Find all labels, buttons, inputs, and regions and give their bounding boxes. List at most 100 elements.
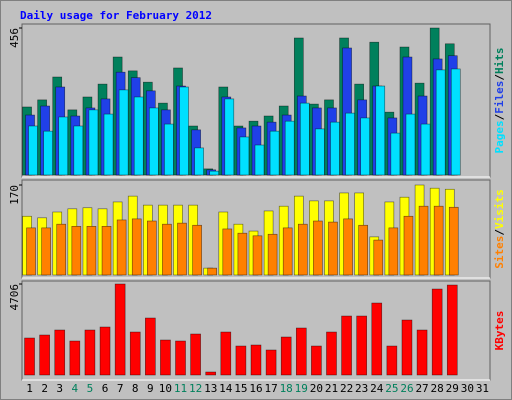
x-tick-label: 6 xyxy=(102,382,109,395)
bar xyxy=(284,120,295,176)
bar xyxy=(371,302,383,376)
bar xyxy=(116,219,127,276)
x-tick-label: 24 xyxy=(370,382,384,395)
legend: Pages/Files/Hits xyxy=(493,48,506,154)
bar xyxy=(222,228,233,276)
bar xyxy=(315,128,325,176)
bar xyxy=(297,223,308,276)
bar xyxy=(224,98,235,176)
legend-separator: / xyxy=(493,74,506,81)
bar xyxy=(358,224,368,276)
bar xyxy=(390,132,401,176)
legend: KBytes xyxy=(493,311,506,351)
bar xyxy=(386,345,398,376)
bar xyxy=(235,345,247,376)
bar xyxy=(28,125,38,176)
bar xyxy=(207,267,218,276)
x-tick-label: 15 xyxy=(234,382,247,395)
bar xyxy=(192,224,202,276)
bar xyxy=(133,96,144,176)
bar xyxy=(295,327,307,376)
x-tick-label: 14 xyxy=(219,382,233,395)
bar xyxy=(164,123,174,176)
bar xyxy=(446,284,458,376)
bar xyxy=(450,68,461,176)
bar xyxy=(388,227,399,276)
bar xyxy=(418,205,429,276)
bar xyxy=(269,130,280,176)
bar xyxy=(360,117,370,176)
x-tick-label: 1 xyxy=(26,382,33,395)
y-tick-label: 170 xyxy=(8,185,21,205)
x-tick-label: 27 xyxy=(415,382,428,395)
bar xyxy=(313,220,323,276)
x-tick-label: 26 xyxy=(400,382,413,395)
y-tick-label: 4706 xyxy=(8,284,21,311)
bar xyxy=(311,345,322,376)
bar xyxy=(252,235,263,276)
bar xyxy=(205,371,217,376)
x-tick-label: 29 xyxy=(446,382,459,395)
bar xyxy=(250,344,262,376)
bar xyxy=(435,69,446,176)
bar xyxy=(280,336,292,376)
bar xyxy=(448,206,459,276)
bar xyxy=(129,331,141,376)
y-tick-label: 456 xyxy=(8,28,21,48)
legend-separator: / xyxy=(493,229,506,236)
bar xyxy=(69,340,81,376)
bar xyxy=(209,170,220,176)
bar xyxy=(114,283,126,376)
x-tick-label: 23 xyxy=(355,382,368,395)
x-tick-label: 11 xyxy=(174,382,187,395)
x-tick-label: 25 xyxy=(385,382,398,395)
bar xyxy=(328,221,338,276)
bar xyxy=(149,107,159,176)
x-tick-label: 3 xyxy=(56,382,63,395)
bar xyxy=(58,116,69,176)
bar xyxy=(88,109,99,176)
bar xyxy=(103,113,114,176)
bar xyxy=(54,329,66,376)
bar xyxy=(416,329,428,376)
bar xyxy=(56,223,67,276)
bar xyxy=(194,147,204,176)
x-tick-label: 8 xyxy=(132,382,139,395)
x-tick-label: 17 xyxy=(264,382,277,395)
legend: Sites/Visits xyxy=(493,189,506,269)
bar xyxy=(86,225,97,276)
bar xyxy=(420,123,431,176)
bar xyxy=(403,215,414,276)
x-tick-label: 5 xyxy=(87,382,94,395)
legend-entry: Pages xyxy=(493,120,506,153)
legend-entry: Hits xyxy=(493,48,506,75)
bar xyxy=(131,218,142,276)
bar xyxy=(326,331,337,376)
bar xyxy=(99,326,111,376)
bar xyxy=(24,337,35,376)
x-tick-label: 31 xyxy=(476,382,489,395)
x-tick-label: 18 xyxy=(280,382,293,395)
legend-separator: / xyxy=(493,113,506,120)
bar xyxy=(341,315,352,376)
x-tick-label: 20 xyxy=(310,382,323,395)
bar xyxy=(267,233,278,276)
bar xyxy=(147,220,157,276)
bar xyxy=(373,239,384,276)
x-tick-label: 7 xyxy=(117,382,124,395)
x-tick-label: 4 xyxy=(72,382,79,395)
x-tick-label: 28 xyxy=(431,382,444,395)
bar xyxy=(190,333,201,376)
bar xyxy=(401,319,413,376)
bar xyxy=(239,136,250,176)
bar xyxy=(41,227,51,276)
bar xyxy=(282,227,293,276)
legend-entry: Visits xyxy=(493,189,506,229)
bar xyxy=(43,130,53,176)
bar xyxy=(179,86,189,176)
x-tick-label: 16 xyxy=(249,382,262,395)
bar xyxy=(162,223,172,276)
chart-title: Daily usage for February 2012 xyxy=(20,9,212,22)
bar xyxy=(433,205,444,276)
bar xyxy=(405,113,416,176)
